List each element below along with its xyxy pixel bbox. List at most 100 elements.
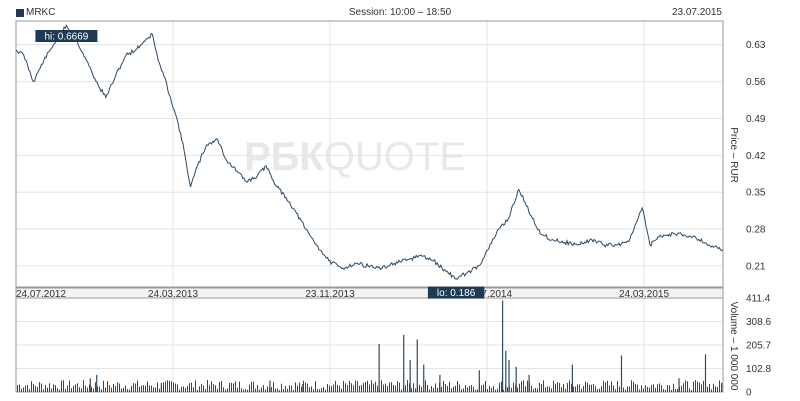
session-hours: Session: 10:00 – 18:50 (348, 7, 452, 18)
volume-bar (235, 381, 236, 392)
volume-bar (389, 382, 390, 392)
volume-bar (677, 389, 678, 392)
volume-bar (85, 385, 86, 392)
volume-bar (257, 385, 258, 392)
volume-axis-label: Volume – 1 000 000 (728, 302, 739, 391)
volume-bar (259, 389, 260, 392)
volume-bar (93, 388, 94, 392)
volume-bar (67, 385, 68, 392)
volume-tick-label: 0 (746, 388, 752, 399)
volume-bar (611, 381, 612, 392)
volume-bar (277, 388, 278, 392)
volume-bar (437, 387, 438, 392)
volume-bar (31, 381, 32, 392)
volume-bar (33, 384, 34, 392)
volume-bar (531, 385, 532, 392)
volume-bar (71, 388, 72, 392)
volume-bar (555, 383, 556, 392)
volume-bar (111, 387, 112, 392)
volume-bar (467, 387, 468, 392)
volume-bar (527, 380, 528, 392)
volume-bar (499, 382, 500, 392)
volume-bar (163, 382, 164, 392)
volume-bar (239, 381, 240, 392)
volume-bar (319, 389, 320, 392)
volume-bar (665, 389, 666, 392)
volume-bar (297, 385, 298, 392)
volume-bar (107, 381, 108, 392)
volume-bar (501, 381, 502, 392)
volume-bar (327, 383, 328, 392)
volume-bar (303, 380, 304, 392)
volume-bar (21, 388, 22, 392)
volume-bar (513, 382, 514, 392)
volume-bar (589, 384, 590, 392)
volume-bar (237, 387, 238, 392)
volume-bar (431, 386, 432, 392)
volume-bar (625, 389, 626, 392)
volume-bar (421, 386, 422, 392)
volume-bar (701, 384, 702, 392)
volume-bar (633, 381, 634, 392)
volume-bar (523, 380, 524, 392)
volume-bar (615, 389, 616, 392)
date-tick-label: 24.03.2013 (148, 289, 198, 300)
volume-bar (505, 350, 507, 392)
volume-bar (233, 383, 234, 392)
volume-tick-label: 205.7 (746, 341, 771, 352)
volume-bar (671, 389, 672, 392)
date-tick-label: 24.03.2015 (619, 289, 669, 300)
volume-bar (565, 388, 566, 392)
volume-bar (295, 382, 296, 392)
volume-bar (63, 380, 64, 392)
volume-bar (475, 389, 476, 392)
volume-bar (129, 389, 130, 392)
volume-bar (585, 381, 586, 392)
volume-bar (59, 389, 60, 392)
volume-bar (463, 388, 464, 392)
volume-bar (669, 385, 670, 392)
volume-bar (185, 387, 186, 392)
volume-bar (537, 388, 538, 392)
volume-bar (407, 380, 408, 392)
volume-bar (416, 339, 418, 392)
volume-bar (305, 382, 306, 392)
volume-bar (179, 389, 180, 392)
volume-bar (241, 388, 242, 392)
volume-bar (87, 387, 88, 392)
volume-bar (119, 383, 120, 392)
volume-bar (635, 383, 636, 392)
volume-bar (153, 387, 154, 392)
volume-bar (189, 383, 190, 392)
volume-bar (369, 384, 370, 392)
volume-bar (623, 387, 624, 392)
volume-bar (99, 386, 100, 392)
volume-bar (547, 386, 548, 392)
volume-bar (508, 360, 510, 392)
volume-bar (675, 389, 676, 392)
volume-bar (603, 380, 604, 392)
volume-bar (29, 389, 30, 392)
date-tick-label: 23.11.2013 (305, 289, 355, 300)
volume-bar (381, 380, 382, 392)
volume-bar (549, 386, 550, 392)
volume-bar (287, 388, 288, 392)
volume-bar (139, 386, 140, 392)
volume-bar (713, 383, 714, 392)
volume-bar (573, 386, 574, 392)
volume-bar (133, 383, 134, 392)
volume-bar (539, 382, 540, 392)
volume-bar (517, 387, 518, 392)
ticker-legend: MRKC (16, 7, 55, 18)
volume-bar (125, 385, 126, 392)
volume-bar (587, 382, 588, 392)
volume-bar (563, 384, 564, 392)
volume-bar (65, 388, 66, 392)
volume-bar (75, 384, 76, 392)
volume-bar (160, 382, 162, 392)
volume-bar (227, 388, 228, 392)
volume-bar (49, 383, 50, 392)
volume-bar (35, 385, 36, 392)
volume-bar (217, 388, 218, 392)
volume-bar (717, 387, 718, 392)
